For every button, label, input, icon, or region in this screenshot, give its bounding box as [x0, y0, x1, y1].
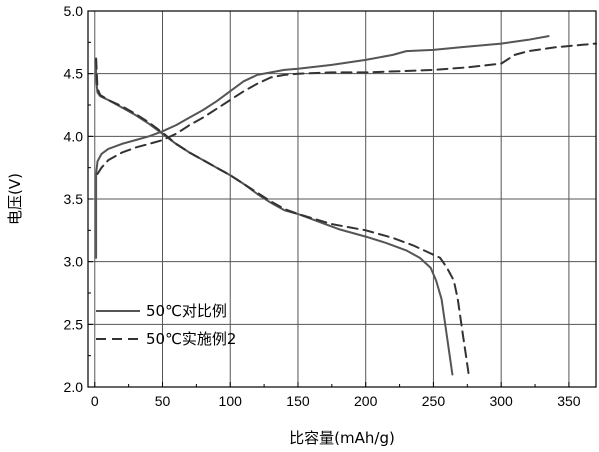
x-tick-label: 200	[354, 393, 378, 409]
y-tick-label: 3.5	[64, 191, 84, 207]
y-tick-label: 4.5	[64, 66, 84, 82]
x-tick-label: 250	[422, 393, 446, 409]
x-tick-label: 100	[219, 393, 243, 409]
x-tick-label: 300	[489, 393, 513, 409]
y-tick-label: 4.0	[64, 128, 84, 144]
y-axis-title: 电压(V)	[6, 173, 24, 225]
x-tick-label: 0	[91, 393, 99, 409]
y-tick-label: 3.0	[64, 254, 84, 270]
legend-label-series-2: 50℃实施例2	[146, 330, 236, 348]
series-2-line-discharge	[95, 57, 470, 376]
series-1-line-charge	[95, 35, 550, 259]
y-tick-label: 2.0	[64, 379, 84, 395]
legend: 50℃对比例 50℃实施例2	[96, 302, 236, 348]
x-tick-label: 150	[286, 393, 310, 409]
tick-labels: 0 50 100 150 200 250 300 350 2.0 2.5 3.0 3.5 4.0 4.5 5…	[64, 3, 581, 409]
x-axis-title: 比容量(mAh/g)	[289, 429, 395, 447]
y-tick-label: 2.5	[64, 316, 84, 332]
x-tick-label: 50	[155, 393, 171, 409]
series-1-line-discharge	[95, 57, 454, 376]
x-tick-label: 350	[557, 393, 581, 409]
y-tick-label: 5.0	[64, 3, 84, 19]
legend-label-series-1: 50℃对比例	[146, 302, 227, 320]
series-2-line-charge	[96, 42, 597, 175]
ticks	[88, 10, 570, 388]
series-layer	[95, 35, 597, 376]
